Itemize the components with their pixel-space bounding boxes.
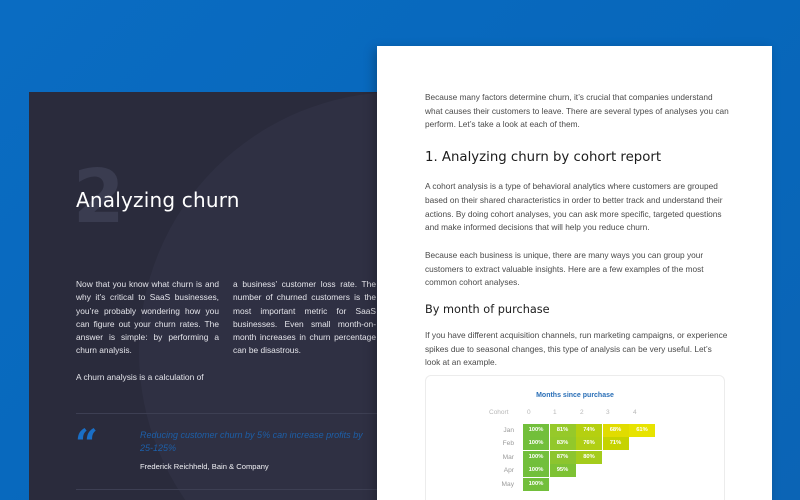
retention-cell: 76% [576, 437, 602, 451]
column-header: 2 [580, 409, 584, 416]
retention-cell: 68% [602, 424, 629, 437]
retention-cell: 100% [523, 464, 549, 478]
retention-cell: 87% [549, 450, 576, 464]
paragraph: A cohort analysis is a type of behaviora… [425, 181, 723, 233]
retention-cell: 100% [523, 450, 549, 464]
column-header: 4 [633, 409, 637, 416]
retention-cell: 74% [576, 424, 602, 437]
divider [76, 489, 389, 490]
column-right: a business’ customer loss rate. The numb… [233, 278, 376, 384]
retention-cell: 61% [629, 424, 655, 437]
quote-icon: “ [75, 421, 99, 468]
chapter-number: 2 [73, 154, 125, 240]
quote-text: Reducing customer churn by 5% can increa… [140, 430, 363, 453]
retention-cell: 71% [602, 437, 629, 451]
retention-cell: 100% [523, 437, 549, 451]
column-left: Now that you know what churn is and why … [76, 278, 219, 384]
paragraph: Now that you know what churn is and why … [76, 279, 219, 356]
cohort-label: May [501, 480, 514, 488]
page-content: Because many factors determine churn, it… [425, 91, 729, 370]
white-page: Because many factors determine churn, it… [377, 46, 772, 500]
paragraph: A churn analysis is a calculation of [76, 371, 204, 382]
column-header: 0 [527, 409, 531, 416]
cohort-label: Feb [502, 440, 514, 448]
column-header: 3 [606, 409, 610, 416]
paragraph: If you have different acquisition channe… [425, 330, 728, 368]
column-header: 1 [553, 409, 557, 416]
retention-cell: 83% [549, 437, 576, 451]
dark-page: 2 Analyzing churn Now that you know what… [29, 92, 389, 500]
chart-title: Months since purchase [536, 392, 614, 399]
cohort-label: Jan [503, 427, 514, 434]
cohort-chart: Months since purchase Cohort 0 1 2 3 4 J… [425, 375, 725, 500]
section-heading: 1. Analyzing churn by cohort report [425, 150, 662, 166]
chapter-title: Analyzing churn [76, 188, 240, 212]
retention-cell: 95% [549, 464, 576, 478]
subsection-heading: By month of purchase [425, 303, 550, 317]
retention-cell: 100% [523, 477, 549, 491]
paragraph: a business’ customer loss rate. The numb… [233, 279, 376, 356]
cohort-label: Apr [503, 467, 514, 475]
retention-cell: 100% [523, 424, 549, 437]
retention-cell: 80% [576, 450, 602, 464]
dark-columns: Now that you know what churn is and why … [76, 278, 376, 384]
intro-paragraph: Because many factors determine churn, it… [425, 92, 729, 130]
paragraph: Because each business is unique, there a… [425, 249, 704, 288]
cohort-label: Mar [502, 453, 514, 461]
retention-cell: 81% [549, 424, 576, 437]
row-header: Cohort [489, 409, 509, 416]
divider [76, 413, 389, 414]
column-header-row: Cohort 0 1 2 3 4 [426, 409, 726, 421]
quote-author: Frederick Reichheld, Bain & Company [140, 462, 269, 471]
